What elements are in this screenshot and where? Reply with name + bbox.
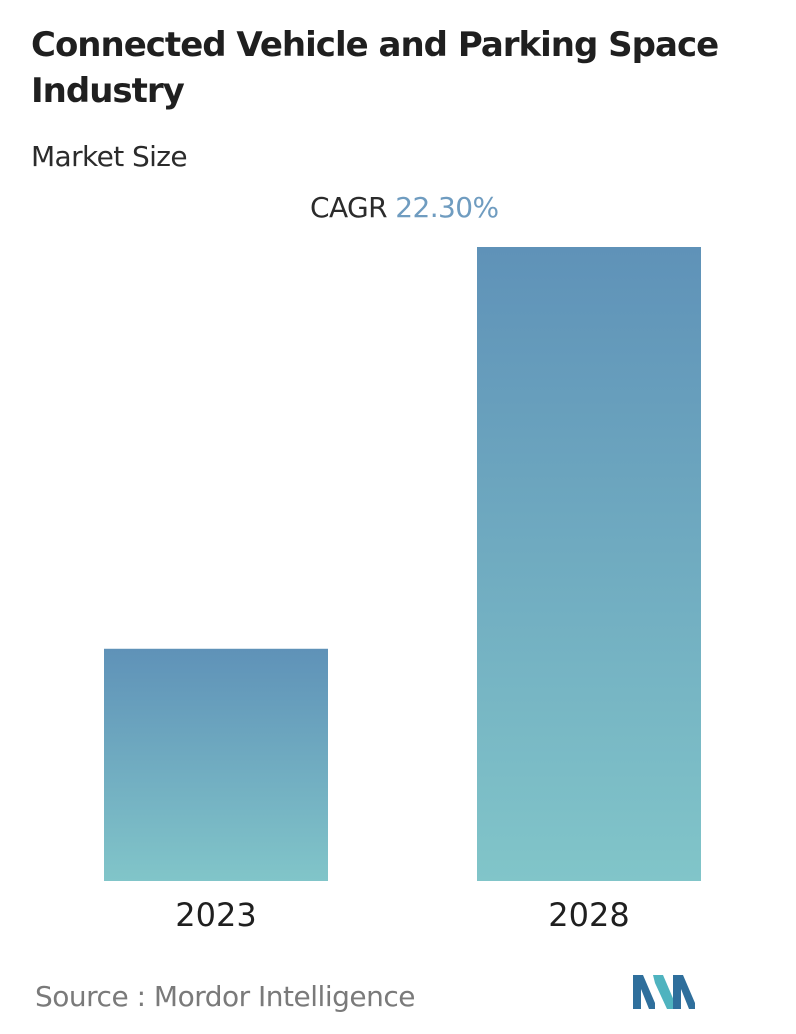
mordor-intelligence-logo-icon [633,975,695,1009]
cagr-annotation: CAGR 22.30% [310,190,499,226]
chart-title: Connected Vehicle and Parking Space Indu… [31,25,719,111]
chart-subtitle: Market Size [31,140,188,173]
source-name: Mordor Intelligence [153,980,416,1013]
bars-group [104,247,701,881]
source-label: Source : [35,980,146,1013]
cagr-label: CAGR [310,191,388,224]
x-axis-tick-labels: 2023 2028 [175,896,629,934]
cagr-value: 22.30% [395,191,499,224]
bar-2023 [104,648,328,881]
x-tick-label-2023: 2023 [175,896,256,934]
x-tick-label-2028: 2028 [548,896,629,934]
bar-2028 [477,247,701,881]
source-attribution: Source : Mordor Intelligence [35,979,415,1015]
